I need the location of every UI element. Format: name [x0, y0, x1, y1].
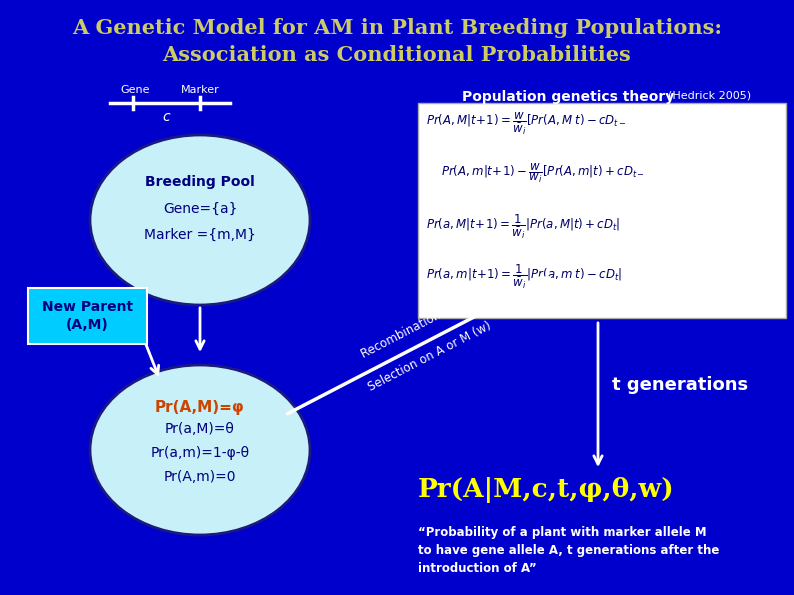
Text: Pr(A|M,c,t,φ,θ,w): Pr(A|M,c,t,φ,θ,w) [418, 477, 675, 503]
Text: Pr(a,m)=1-φ-θ: Pr(a,m)=1-φ-θ [150, 446, 249, 460]
Text: $Pr(a,m|t\!+\!1) = \dfrac{1}{\bar{w}_i}|Pr(a,m\;t)-cD_t|$: $Pr(a,m|t\!+\!1) = \dfrac{1}{\bar{w}_i}|… [426, 263, 622, 291]
Text: c: c [163, 110, 170, 124]
FancyBboxPatch shape [28, 288, 147, 344]
Text: Association as Conditional Probabilities: Association as Conditional Probabilities [163, 45, 631, 65]
Text: “Probability of a plant with marker allele M
to have gene allele A, t generation: “Probability of a plant with marker alle… [418, 526, 719, 575]
Text: $Pr(A,m|t\!+\!1) - \dfrac{w}{w_i}[Pr(A,m|t)+cD_{t-}$: $Pr(A,m|t\!+\!1) - \dfrac{w}{w_i}[Pr(A,m… [441, 161, 645, 185]
Text: Gene={a}: Gene={a} [163, 202, 237, 216]
Text: Pr(A,M)=φ: Pr(A,M)=φ [155, 400, 245, 415]
Text: $Pr(a,M|t\!+\!1) = \dfrac{1}{\bar{w}_i}|Pr(a,M|t)+cD_t|$: $Pr(a,M|t\!+\!1) = \dfrac{1}{\bar{w}_i}|… [426, 213, 620, 241]
Text: $Pr(A,M|t\!+\!1) = \dfrac{w}{\bar{w}_i}[Pr(A,M\;t)-cD_{t-}$: $Pr(A,M|t\!+\!1) = \dfrac{w}{\bar{w}_i}[… [426, 111, 626, 137]
Text: Population genetics theory: Population genetics theory [462, 90, 674, 104]
Ellipse shape [90, 365, 310, 535]
Text: Recombination (c): Recombination (c) [359, 299, 461, 361]
Text: Pr(A,m)=0: Pr(A,m)=0 [164, 470, 237, 484]
Text: Selection on A or M (w): Selection on A or M (w) [366, 320, 494, 394]
Text: (Hedrick 2005): (Hedrick 2005) [668, 90, 751, 100]
Text: Marker: Marker [180, 85, 219, 95]
Text: A Genetic Model for AM in Plant Breeding Populations:: A Genetic Model for AM in Plant Breeding… [72, 18, 722, 38]
Text: Breeding Pool: Breeding Pool [145, 175, 255, 189]
Text: New Parent
(A,M): New Parent (A,M) [42, 300, 133, 332]
Text: Marker ={m,M}: Marker ={m,M} [144, 228, 256, 242]
Text: Gene: Gene [120, 85, 150, 95]
Text: t generations: t generations [612, 376, 748, 394]
FancyBboxPatch shape [418, 103, 786, 318]
Ellipse shape [90, 135, 310, 305]
Text: Pr(a,M)=θ: Pr(a,M)=θ [165, 422, 235, 436]
